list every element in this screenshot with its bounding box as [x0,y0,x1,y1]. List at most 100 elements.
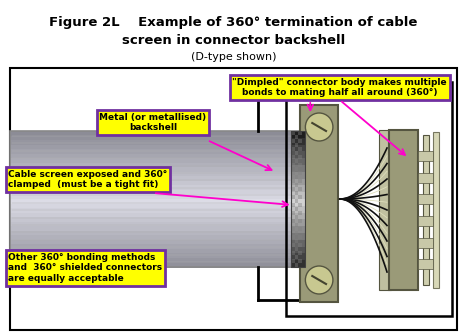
Bar [10,181,305,186]
Bar [433,132,439,288]
Bar [10,163,305,168]
Bar [299,203,302,207]
Bar [291,179,305,186]
Bar [294,183,299,187]
Bar [291,179,294,183]
Bar [299,259,302,263]
Bar [291,227,294,231]
Bar [299,211,302,215]
Bar [291,158,305,166]
Text: Figure 2L    Example of 360° termination of cable: Figure 2L Example of 360° termination of… [49,16,418,29]
Circle shape [305,266,333,294]
Bar [10,222,305,227]
Bar [294,247,299,251]
Bar [10,140,305,146]
Bar [10,226,305,232]
Bar [291,206,305,214]
Bar [301,105,338,302]
Bar [291,219,305,227]
Bar [10,68,457,330]
Bar [291,192,305,200]
Bar [294,151,299,155]
Bar [291,235,294,239]
Bar [294,223,299,227]
Bar [291,171,294,175]
Bar [423,135,429,285]
Bar [291,251,294,255]
Bar [294,167,299,171]
Bar [10,154,305,159]
Bar [291,243,294,247]
Text: screen in connector backshell: screen in connector backshell [122,34,345,47]
Bar [294,207,299,211]
Bar [299,187,302,191]
Bar [10,172,305,177]
Bar [10,231,305,236]
Bar [294,143,299,147]
Bar [291,219,294,223]
Bar [294,159,299,163]
Text: "Dimpled" connector body makes multiple
bonds to mating half all around (360°): "Dimpled" connector body makes multiple … [232,78,447,97]
Bar [294,239,299,243]
Bar [294,231,299,235]
Bar [299,243,302,247]
Bar [389,130,419,290]
Bar [10,131,305,137]
Bar [291,226,305,234]
Bar [299,179,302,183]
Bar [299,139,302,143]
Text: Cable screen exposed and 360°
clamped  (must be a tight fit): Cable screen exposed and 360° clamped (m… [9,170,168,189]
Bar [291,172,305,180]
Bar [10,131,305,267]
Bar [291,139,294,143]
Bar [291,213,305,220]
Bar [291,203,294,207]
Bar [419,216,433,226]
Bar [294,199,299,203]
Bar [10,262,305,268]
Bar [291,151,305,159]
Bar [299,163,302,167]
Bar [291,155,294,159]
Bar [419,259,433,269]
Bar [10,199,305,205]
Bar [291,211,294,215]
Bar [291,165,305,173]
Bar [291,131,305,267]
Bar [10,185,305,191]
Bar [291,138,305,146]
Bar [294,191,299,195]
Bar [10,253,305,259]
Circle shape [305,113,333,141]
Bar [294,215,299,219]
Bar [291,185,305,193]
Bar [294,263,299,267]
Bar [10,158,305,164]
Bar [299,171,302,175]
Bar [299,131,302,135]
Text: (D-type shown): (D-type shown) [191,52,276,62]
Bar [10,167,305,173]
Bar [10,176,305,182]
Bar [299,235,302,239]
Bar [291,199,305,207]
Bar [291,253,305,261]
Bar [10,258,305,263]
Bar [10,244,305,250]
Bar [291,187,294,191]
Bar [419,173,433,183]
Bar [294,135,299,139]
Bar [10,149,305,155]
Bar [291,145,305,152]
Bar [291,147,294,151]
Bar [291,131,305,139]
Bar [299,227,302,231]
Bar [291,131,294,135]
Bar [291,163,294,167]
Bar [10,240,305,245]
Text: Other 360° bonding methods
and  360° shielded connectors
are equally acceptable: Other 360° bonding methods and 360° shie… [9,253,163,283]
Bar [10,249,305,254]
Bar [291,259,294,263]
Bar [419,151,433,161]
Bar [10,213,305,218]
